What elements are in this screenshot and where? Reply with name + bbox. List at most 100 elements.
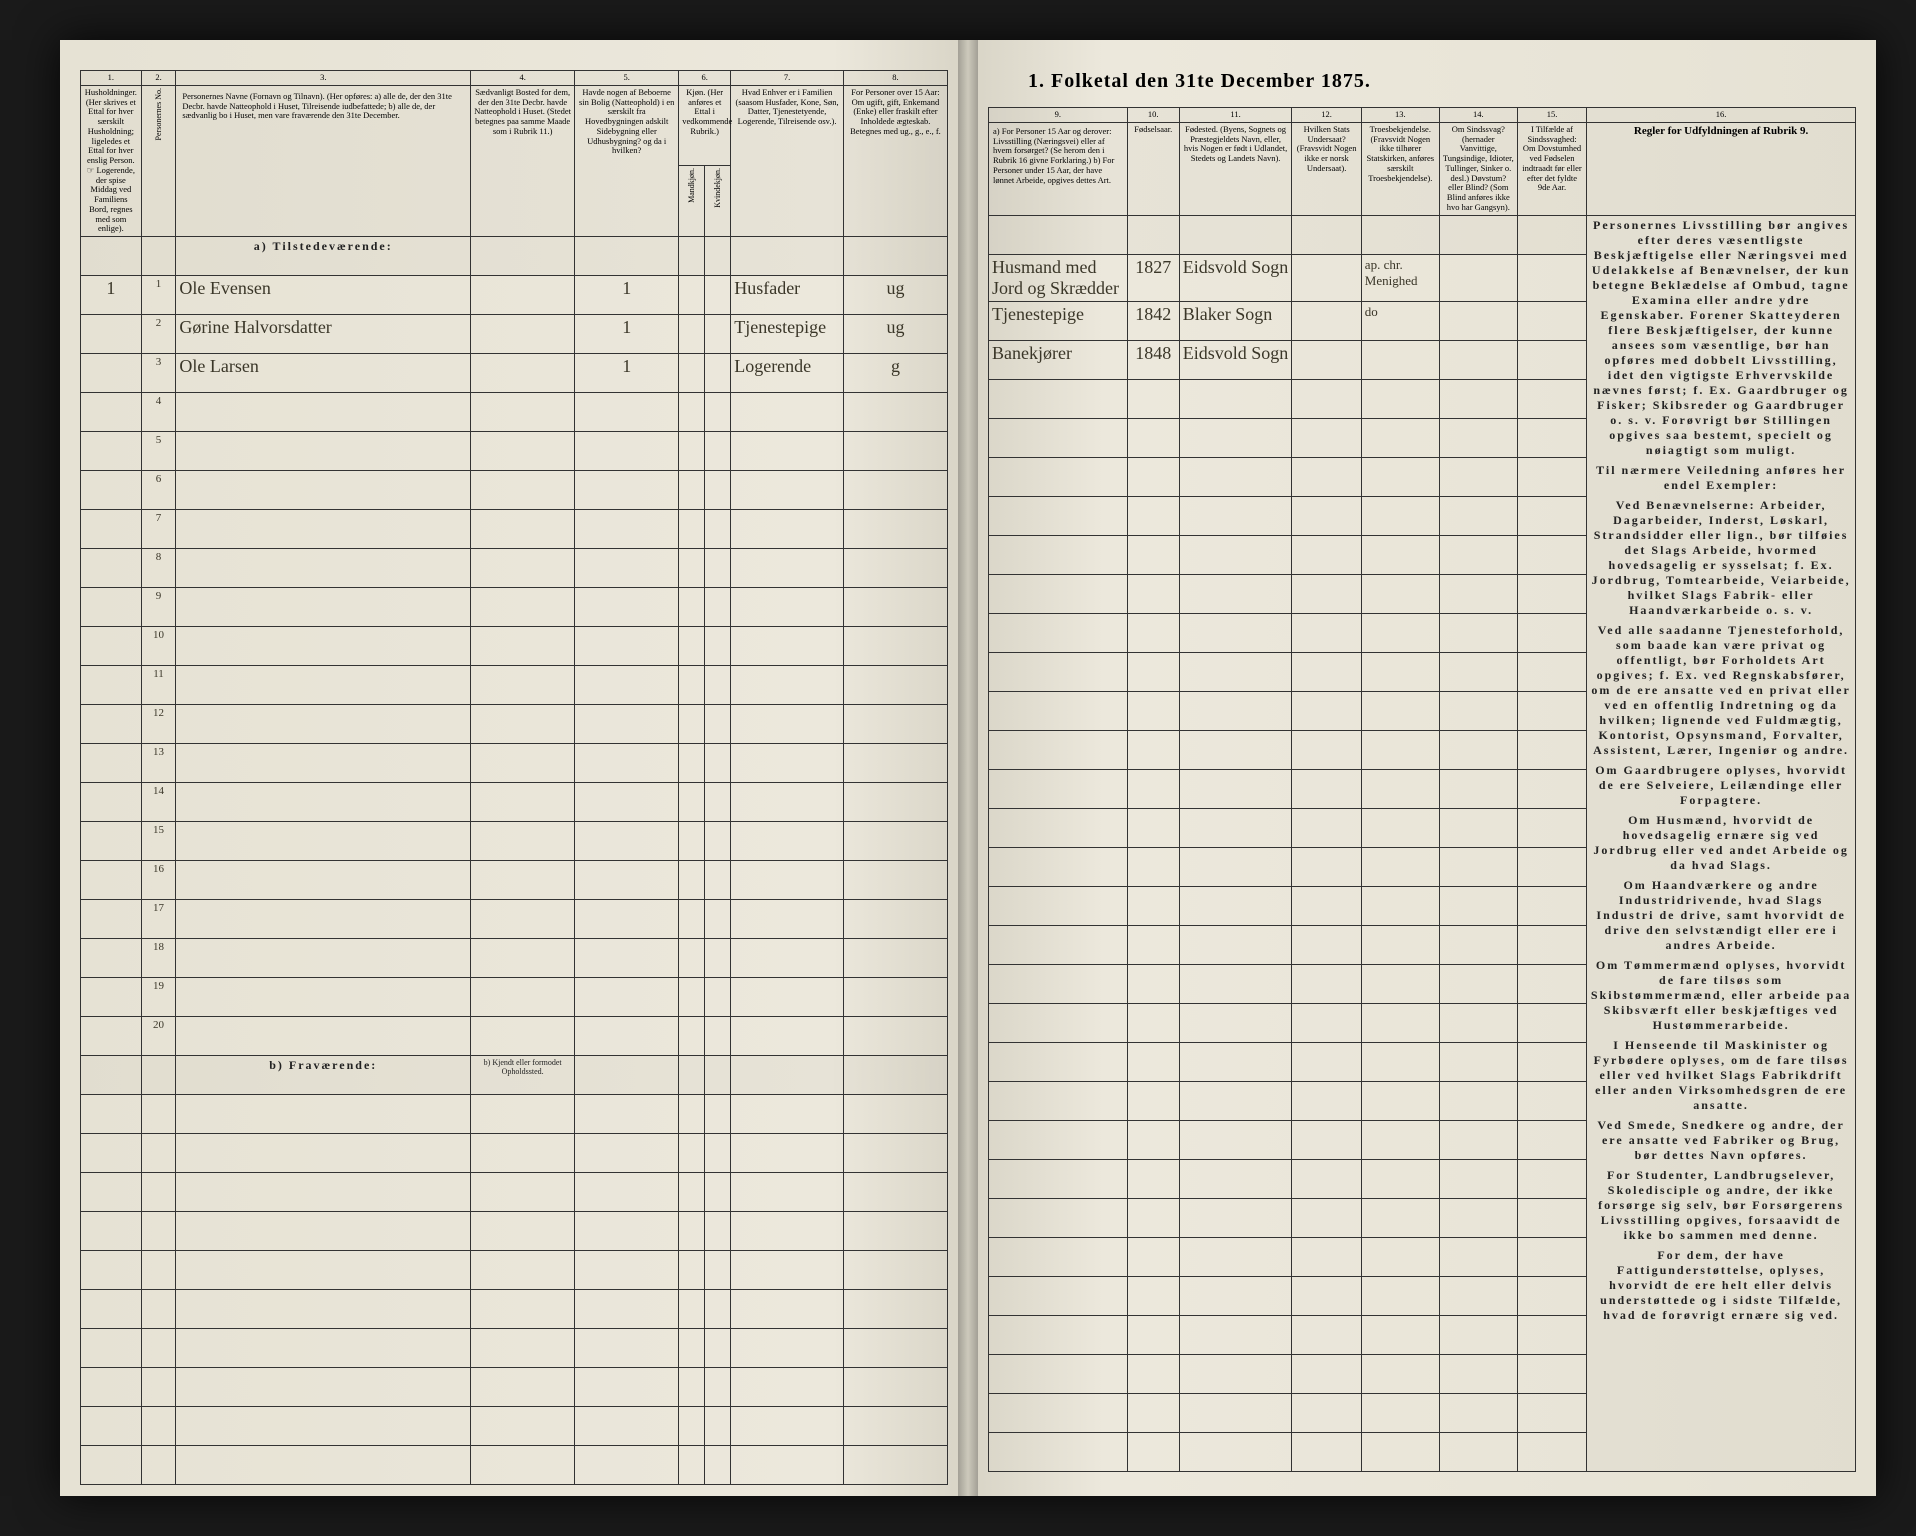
instruction-paragraph: Ved Benævnelserne: Arbeider, Dagarbeider… bbox=[1590, 498, 1852, 618]
cell-c4 bbox=[471, 354, 575, 393]
cell-c12 bbox=[1292, 301, 1361, 340]
cell-c9: Banekjører bbox=[989, 340, 1128, 379]
table-row: 16 bbox=[81, 861, 948, 900]
cell-c11: Blaker Sogn bbox=[1179, 301, 1292, 340]
table-row: 1 1 Ole Evensen 1 Husfader ug bbox=[81, 276, 948, 315]
head-15: I Tilfælde af Sindssvaghed: Om Dovstumhe… bbox=[1517, 122, 1586, 215]
cell-c10: 1827 bbox=[1127, 254, 1179, 301]
table-row bbox=[81, 1134, 948, 1173]
cell-c8: ug bbox=[843, 315, 947, 354]
colnum-16: 16. bbox=[1587, 108, 1856, 123]
head-4: Sædvanligt Bosted for dem, der den 31te … bbox=[471, 85, 575, 236]
table-row bbox=[81, 1095, 948, 1134]
table-row: 20 bbox=[81, 1017, 948, 1056]
cell-c14 bbox=[1439, 254, 1517, 301]
cell-c14 bbox=[1439, 340, 1517, 379]
colnum-7: 7. bbox=[731, 71, 844, 86]
colnum-8: 8. bbox=[843, 71, 947, 86]
colnum-4: 4. bbox=[471, 71, 575, 86]
page-title: 1. Folketal den 31te December 1875. bbox=[1028, 70, 1856, 93]
cell-k bbox=[705, 354, 731, 393]
table-row bbox=[81, 1251, 948, 1290]
cell-c11: Eidsvold Sogn bbox=[1179, 254, 1292, 301]
head-9: a) For Personer 15 Aar og derover: Livss… bbox=[989, 122, 1128, 215]
cell-k bbox=[705, 315, 731, 354]
instruction-paragraph: Ved alle saadanne Tjenesteforhold, som b… bbox=[1590, 623, 1852, 758]
table-row bbox=[81, 1407, 948, 1446]
head-13: Troesbekjendelse. (Fravsvidt Nogen ikke … bbox=[1361, 122, 1439, 215]
cell-c10: 1842 bbox=[1127, 301, 1179, 340]
table-row: 9 bbox=[81, 588, 948, 627]
cell-c12 bbox=[1292, 340, 1361, 379]
table-row: 10 bbox=[81, 627, 948, 666]
cell-name: Gørine Halvorsdatter bbox=[176, 315, 471, 354]
colnum-9: 9. bbox=[989, 108, 1128, 123]
census-table-left: 1. 2. 3. 4. 5. 6. 7. 8. Husholdninger. (… bbox=[80, 70, 948, 1485]
cell-c8: g bbox=[843, 354, 947, 393]
instruction-paragraph: For Studenter, Landbrugselever, Skoledis… bbox=[1590, 1168, 1852, 1243]
census-table-right: 9. 10. 11. 12. 13. 14. 15. 16. a) For Pe… bbox=[988, 107, 1856, 1472]
table-row: 19 bbox=[81, 978, 948, 1017]
colnum-10: 10. bbox=[1127, 108, 1179, 123]
head-8: For Personer over 15 Aar: Om ugift, gift… bbox=[843, 85, 947, 236]
table-row bbox=[81, 1368, 948, 1407]
instruction-paragraph: Personernes Livsstilling bør angives eft… bbox=[1590, 218, 1852, 458]
cell-no: 1 bbox=[141, 276, 176, 315]
instruction-paragraph: Om Tømmermænd oplyses, hvorvidt de fare … bbox=[1590, 958, 1852, 1033]
cell-no: 2 bbox=[141, 315, 176, 354]
head-2: Personernes No. bbox=[141, 85, 176, 236]
head-7: Hvad Enhver er i Familien (saasom Husfad… bbox=[731, 85, 844, 236]
head-6m: Mandkjøn. bbox=[679, 166, 705, 237]
cell-c15 bbox=[1517, 254, 1586, 301]
table-row: 3 Ole Larsen 1 Logerende g bbox=[81, 354, 948, 393]
cell-k bbox=[705, 276, 731, 315]
colnum-6: 6. bbox=[679, 71, 731, 86]
colnum-13: 13. bbox=[1361, 108, 1439, 123]
head-14: Om Sindssvag? (hernader Vanvittige, Tung… bbox=[1439, 122, 1517, 215]
head-6: Kjøn. (Her anføres et Ettal i vedkommend… bbox=[679, 85, 731, 165]
cell-c7: Logerende bbox=[731, 354, 844, 393]
cell-hh: 1 bbox=[81, 276, 142, 315]
head-1: Husholdninger. (Her skrives et Ettal for… bbox=[81, 85, 142, 236]
table-row bbox=[81, 1329, 948, 1368]
cell-m bbox=[679, 354, 705, 393]
head-11: Fødested. (Byens, Sognets og Præstegjeld… bbox=[1179, 122, 1292, 215]
table-row: 5 bbox=[81, 432, 948, 471]
cell-c14 bbox=[1439, 301, 1517, 340]
section-a-label: a) Tilstedeværende: bbox=[176, 237, 471, 276]
instruction-paragraph: Om Husmænd, hvorvidt de hovedsagelig ern… bbox=[1590, 813, 1852, 873]
instructions-column: Personernes Livsstilling bør angives eft… bbox=[1587, 215, 1856, 1471]
colnum-1: 1. bbox=[81, 71, 142, 86]
cell-c7: Husfader bbox=[731, 276, 844, 315]
head-5: Havde nogen af Beboerne sin Bolig (Natte… bbox=[575, 85, 679, 236]
cell-c4 bbox=[471, 276, 575, 315]
cell-c13: do bbox=[1361, 301, 1439, 340]
colnum-11: 11. bbox=[1179, 108, 1292, 123]
table-row: 14 bbox=[81, 783, 948, 822]
table-row bbox=[81, 1212, 948, 1251]
cell-name: Ole Larsen bbox=[176, 354, 471, 393]
table-row: 13 bbox=[81, 744, 948, 783]
section-a-row-right: Personernes Livsstilling bør angives eft… bbox=[989, 215, 1856, 254]
table-row: 6 bbox=[81, 471, 948, 510]
section-b-label: b) Fraværende: bbox=[176, 1056, 471, 1095]
cell-c5: 1 bbox=[575, 276, 679, 315]
table-row: 7 bbox=[81, 510, 948, 549]
cell-c13 bbox=[1361, 340, 1439, 379]
instruction-paragraph: For dem, der have Fattigunderstøttelse, … bbox=[1590, 1248, 1852, 1323]
cell-hh bbox=[81, 315, 142, 354]
cell-c11: Eidsvold Sogn bbox=[1179, 340, 1292, 379]
section-b-row: b) Fraværende: b) Kjendt eller formodet … bbox=[81, 1056, 948, 1095]
cell-no: 3 bbox=[141, 354, 176, 393]
instruction-paragraph: Til nærmere Veiledning anføres her endel… bbox=[1590, 463, 1852, 493]
colnum-15: 15. bbox=[1517, 108, 1586, 123]
head-3: Personernes Navne (Fornavn og Tilnavn). … bbox=[176, 85, 471, 236]
table-row: 15 bbox=[81, 822, 948, 861]
table-row: 2 Gørine Halvorsdatter 1 Tjenestepige ug bbox=[81, 315, 948, 354]
cell-hh bbox=[81, 354, 142, 393]
cell-c8: ug bbox=[843, 276, 947, 315]
table-row bbox=[81, 1173, 948, 1212]
colnum-3: 3. bbox=[176, 71, 471, 86]
cell-c13: ap. chr. Menighed bbox=[1361, 254, 1439, 301]
instruction-paragraph: I Henseende til Maskinister og Fyrbødere… bbox=[1590, 1038, 1852, 1113]
